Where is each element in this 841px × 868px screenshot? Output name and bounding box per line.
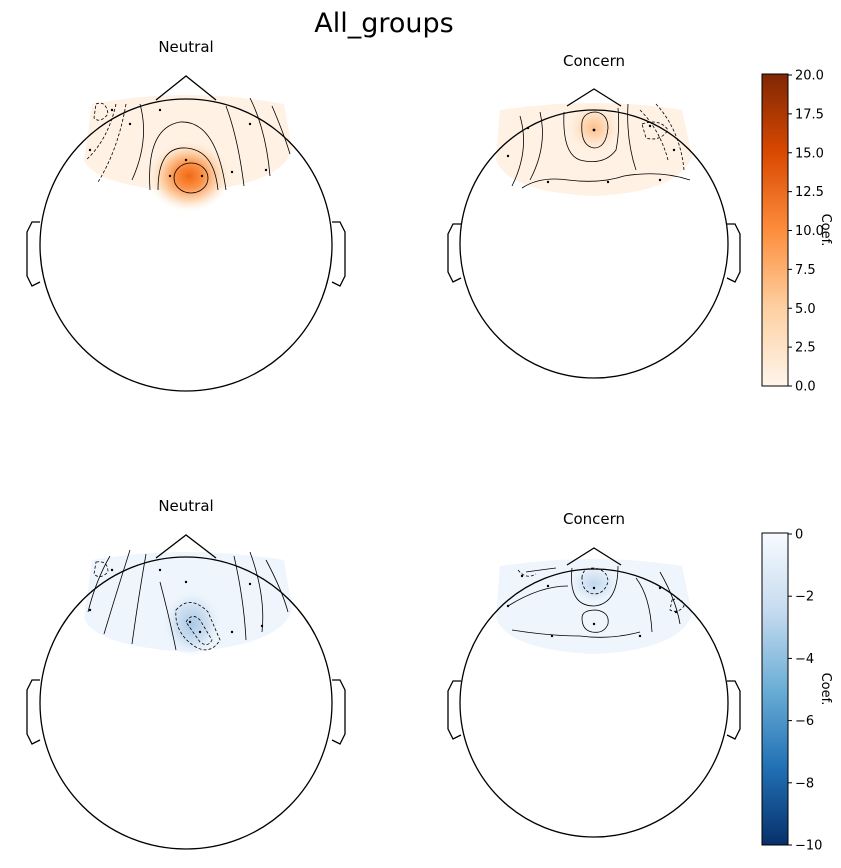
colorbar-positive: 20.0 17.5 15.0 12.5 10.0 7.5 5.0 2.5 0.0 Coef. [761,69,833,395]
colorbar-ticks: 0 −2 −4 −6 −8 −10 [788,528,822,854]
head-outline [447,547,741,838]
nose [155,75,217,101]
contour-lines [507,565,681,638]
hotspot [162,590,222,658]
colorbar-tick-label: 0 [795,528,803,543]
colorbar-gradient [761,73,789,387]
panel-title: Concern [563,510,625,528]
colorbar-tick-label: 2.5 [795,341,816,356]
hotspot [566,102,622,154]
topomap-neutral-positive: Neutral [26,38,346,392]
colorbar-tick-label: −4 [795,652,814,667]
nose [155,534,217,559]
sensors [88,108,268,178]
colorbar-negative: 0 −2 −4 −6 −8 −10 Coef. [761,528,833,854]
colorbar-tick-label: 10.0 [795,224,824,239]
heatmap-field [496,559,692,654]
left-ear [26,679,41,745]
right-ear [726,680,741,740]
topomap-concern-negative: Concern [447,510,741,838]
colorbar-label: Coef. [818,214,833,247]
right-ear [726,223,741,283]
dashed-contours [639,103,685,171]
colorbar-tick-label: 15.0 [795,146,824,161]
colorbar-tick-label: −6 [795,714,814,729]
dashed-contours [93,561,221,651]
sensors [506,574,678,638]
head-outline [26,75,346,392]
colorbar-tick-label: −2 [795,590,814,605]
topomap-neutral-negative: Neutral [26,497,346,850]
colorbar-tick-label: 5.0 [795,302,816,317]
dashed-contours [85,102,127,183]
colorbar-tick-label: −10 [795,839,822,854]
right-ear [331,221,346,287]
figure-title: All_groups [314,8,453,39]
hotspot [147,140,231,212]
topomap-concern-positive: Concern [447,52,741,379]
colorbar-tick-label: 0.0 [795,380,816,395]
nose [566,88,622,107]
colorbar-tick-label: −8 [795,776,814,791]
right-ear [331,679,346,745]
left-ear [447,223,462,283]
sensors [88,568,264,634]
panel-title: Neutral [158,497,213,515]
colorbar-tick-label: 12.5 [795,185,824,200]
colorbar-tick-label: 17.5 [795,107,824,122]
colorbar-tick-label: 7.5 [795,263,816,278]
nose [566,547,622,566]
head-outline [447,88,741,379]
left-ear [26,221,41,287]
panel-title: Neutral [158,38,213,56]
panel-title: Concern [563,52,625,70]
colorbar-gradient [761,532,789,846]
head-outline [26,534,346,850]
colorbar-tick-label: 20.0 [795,69,824,84]
hotspot [568,564,620,604]
contour-lines [511,103,691,189]
contour-lines [131,97,291,194]
colorbar-label: Coef. [818,673,833,706]
left-ear [447,680,462,740]
colorbar-ticks: 20.0 17.5 15.0 12.5 10.0 7.5 5.0 2.5 0.0 [788,69,824,395]
